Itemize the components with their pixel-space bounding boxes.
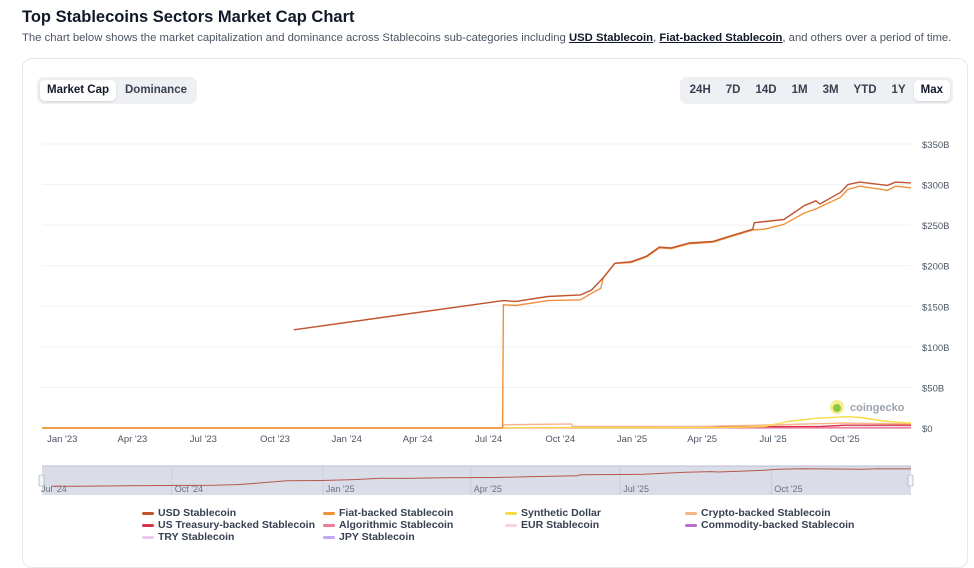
legend-swatch: [323, 512, 335, 515]
legend-label: JPY Stablecoin: [339, 531, 415, 543]
legend-item-synthetic-dollar[interactable]: Synthetic Dollar: [505, 507, 685, 519]
legend-swatch: [142, 536, 154, 539]
x-tick-label: Jul '24: [475, 434, 502, 445]
navigator-tick-label: Jan '25: [326, 484, 355, 494]
navigator-tick-label: Jul '25: [623, 484, 649, 494]
x-tick-label: Oct '24: [545, 434, 575, 445]
legend-item-eur-stablecoin[interactable]: EUR Stablecoin: [505, 519, 685, 531]
x-tick-label: Jul '25: [759, 434, 786, 445]
y-tick-label: $150B: [922, 302, 949, 313]
navigator-tick-label: Oct '25: [774, 484, 802, 494]
y-tick-label: $50B: [922, 383, 944, 394]
y-tick-label: $0: [922, 424, 933, 435]
legend-swatch: [685, 524, 697, 527]
legend-item-us-treasury-backed-stablecoin[interactable]: US Treasury-backed Stablecoin: [142, 519, 323, 531]
legend-label: Synthetic Dollar: [521, 507, 601, 519]
series-line-fiat-backed-stablecoin: [42, 186, 911, 428]
navigator-left-handle[interactable]: [39, 475, 44, 486]
legend-swatch: [505, 512, 517, 515]
y-tick-label: $350B: [922, 140, 949, 151]
x-tick-label: Apr '24: [403, 434, 433, 445]
legend-swatch: [142, 524, 154, 527]
y-tick-label: $100B: [922, 343, 949, 354]
legend-label: EUR Stablecoin: [521, 519, 599, 531]
legend-item-commodity-backed-stablecoin[interactable]: Commodity-backed Stablecoin: [685, 519, 885, 531]
legend-label: Crypto-backed Stablecoin: [701, 507, 831, 519]
legend-label: Fiat-backed Stablecoin: [339, 507, 453, 519]
x-tick-label: Oct '23: [260, 434, 290, 445]
market-cap-chart: $0 $50B $100B $150B $200B $250B $300B $350B Jan …: [0, 0, 974, 550]
legend-item-jpy-stablecoin[interactable]: JPY Stablecoin: [323, 531, 505, 543]
x-tick-label: Jan '24: [332, 434, 362, 445]
x-tick-label: Apr '25: [687, 434, 717, 445]
navigator-tick-label: Apr '25: [474, 484, 502, 494]
navigator-right-handle[interactable]: [908, 475, 913, 486]
legend-swatch: [142, 512, 154, 515]
legend-label: TRY Stablecoin: [158, 531, 234, 543]
legend-label: USD Stablecoin: [158, 507, 236, 519]
navigator-tick-label: Jul '24: [41, 484, 67, 494]
legend-item-crypto-backed-stablecoin[interactable]: Crypto-backed Stablecoin: [685, 507, 885, 519]
x-tick-label: Apr '23: [118, 434, 148, 445]
x-tick-label: Jan '25: [617, 434, 647, 445]
chart-legend: USD Stablecoin Fiat-backed Stablecoin Synt…: [142, 507, 885, 543]
x-tick-label: Oct '25: [830, 434, 860, 445]
legend-item-try-stablecoin[interactable]: TRY Stablecoin: [142, 531, 323, 543]
legend-label: US Treasury-backed Stablecoin: [158, 519, 315, 531]
series-line-usd-stablecoin: [294, 182, 911, 330]
y-tick-label: $200B: [922, 262, 949, 273]
legend-swatch: [685, 512, 697, 515]
coingecko-logo-icon-inner: [833, 404, 841, 412]
y-tick-label: $300B: [922, 181, 949, 192]
legend-item-fiat-backed-stablecoin[interactable]: Fiat-backed Stablecoin: [323, 507, 505, 519]
legend-item-usd-stablecoin[interactable]: USD Stablecoin: [142, 507, 323, 519]
x-tick-label: Jul '23: [190, 434, 217, 445]
legend-swatch: [505, 524, 517, 527]
legend-label: Algorithmic Stablecoin: [339, 519, 453, 531]
watermark: coingecko: [850, 402, 905, 414]
x-tick-label: Jan '23: [47, 434, 77, 445]
y-tick-label: $250B: [922, 221, 949, 232]
legend-item-algorithmic-stablecoin[interactable]: Algorithmic Stablecoin: [323, 519, 505, 531]
legend-label: Commodity-backed Stablecoin: [701, 519, 854, 531]
legend-swatch: [323, 536, 335, 539]
legend-swatch: [323, 524, 335, 527]
